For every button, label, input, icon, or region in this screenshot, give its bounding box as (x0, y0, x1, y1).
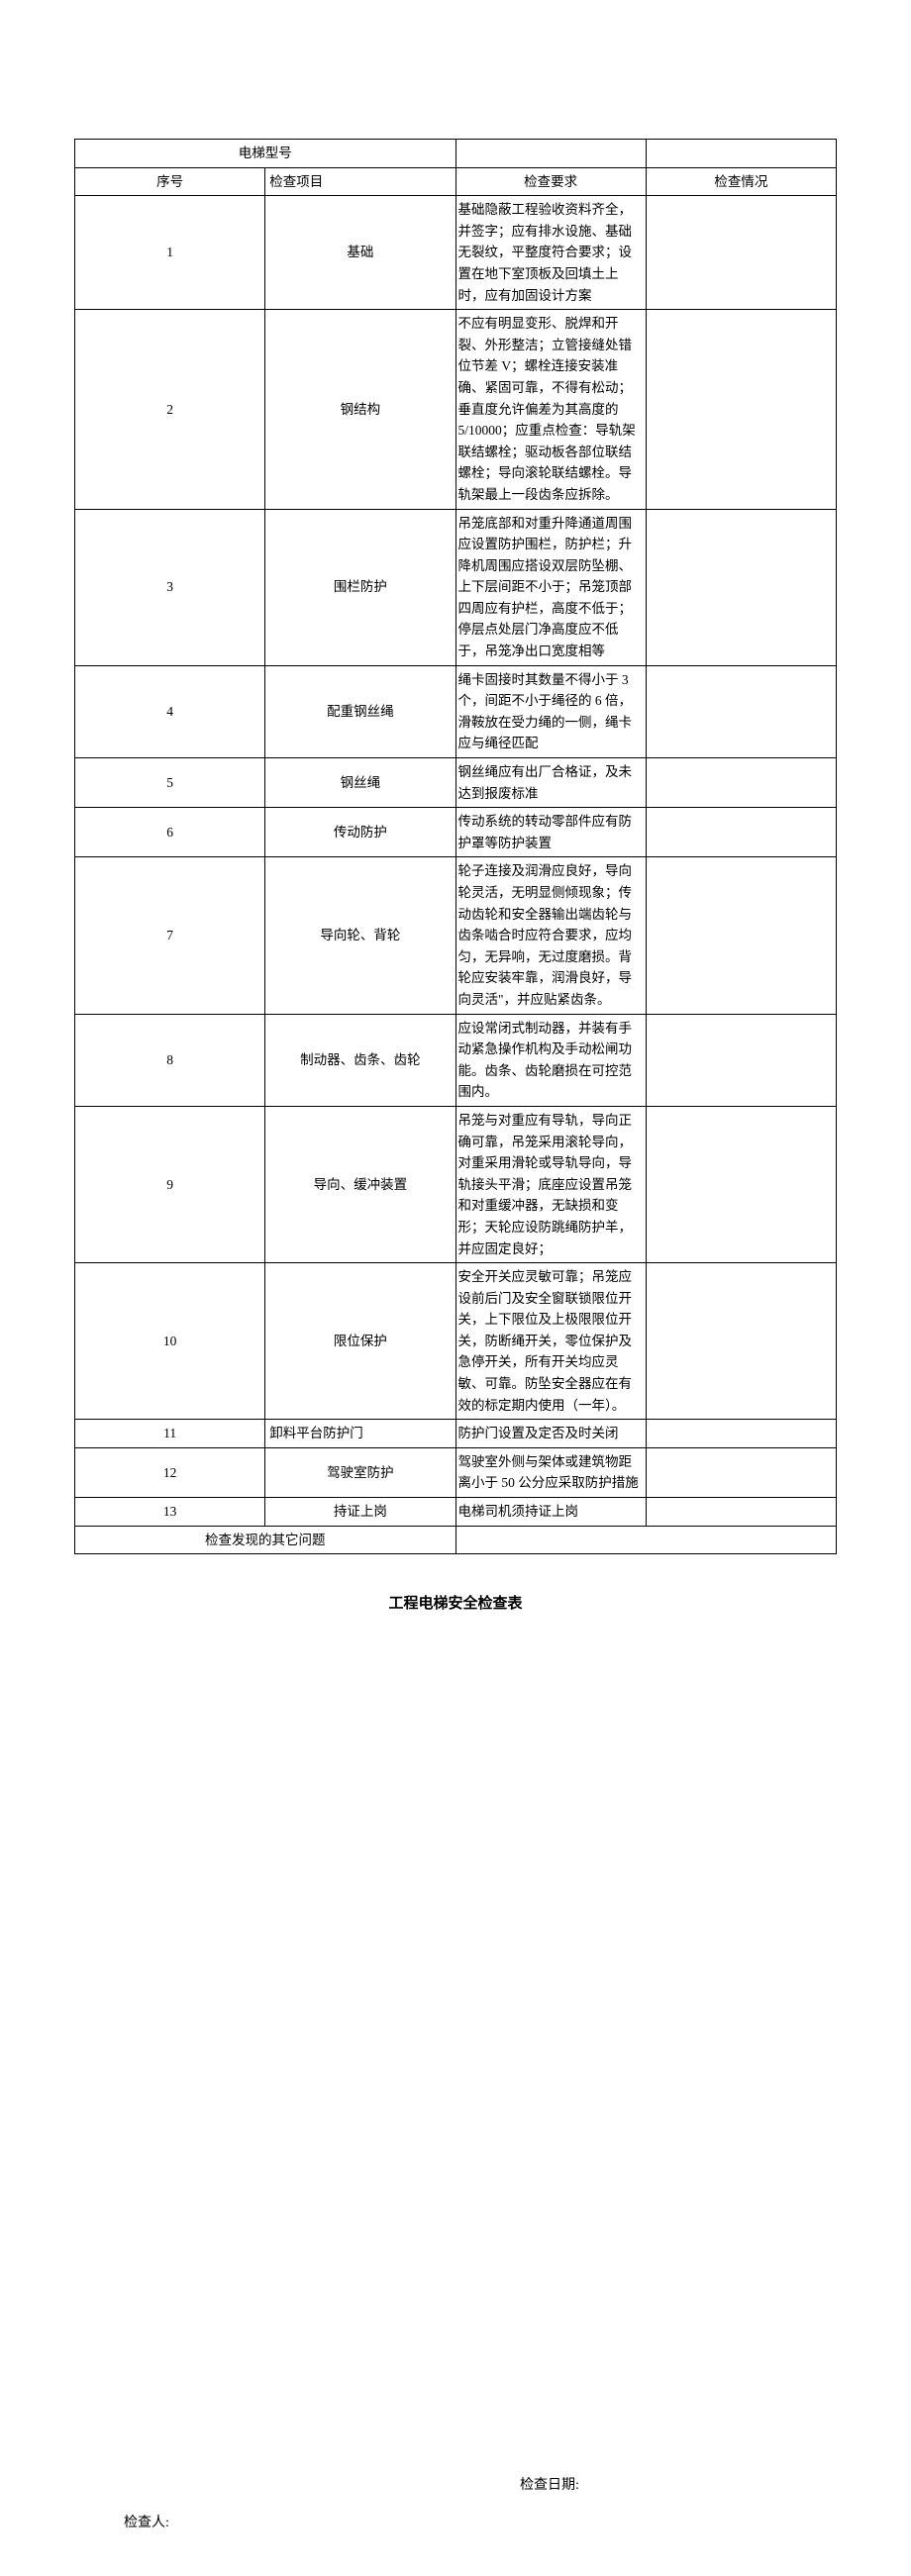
model-value (456, 140, 646, 168)
row-req: 驾驶室外侧与架体或建筑物距离小于 50 公分应采取防护措施 (456, 1447, 646, 1497)
row-num: 2 (75, 310, 265, 509)
row-num: 8 (75, 1014, 265, 1106)
signature-date-label: 检查日期: (124, 2474, 837, 2494)
model-row: 电梯型号 (75, 140, 837, 168)
row-item: 钢丝绳 (265, 758, 456, 808)
section-title: 工程电梯安全检查表 (74, 1592, 837, 1613)
row-num: 6 (75, 808, 265, 857)
row-num: 5 (75, 758, 265, 808)
row-req: 传动系统的转动零部件应有防护罩等防护装置 (456, 808, 646, 857)
signature-block: 检查日期: 检查人: (74, 2474, 837, 2531)
row-status (646, 196, 836, 310)
row-num: 1 (75, 196, 265, 310)
footer-row: 检查发现的其它问题 (75, 1526, 837, 1554)
row-num: 3 (75, 509, 265, 665)
row-item: 基础 (265, 196, 456, 310)
table-row: 8 制动器、齿条、齿轮 应设常闭式制动器，并装有手动紧急操作机构及手动松闸功能。… (75, 1014, 837, 1106)
row-req: 应设常闭式制动器，并装有手动紧急操作机构及手动松闸功能。齿条、齿轮磨损在可控范围… (456, 1014, 646, 1106)
row-num: 13 (75, 1498, 265, 1527)
table-row: 11 卸料平台防护门 防护门设置及定否及时关闭 (75, 1420, 837, 1448)
header-status: 检查情况 (646, 167, 836, 196)
row-status (646, 1263, 836, 1420)
row-status (646, 1106, 836, 1262)
row-status (646, 758, 836, 808)
model-label: 电梯型号 (75, 140, 456, 168)
row-req: 钢丝绳应有出厂合格证，及未达到报废标准 (456, 758, 646, 808)
row-status (646, 857, 836, 1014)
table-row: 13 持证上岗 电梯司机须持证上岗 (75, 1498, 837, 1527)
header-req: 检查要求 (456, 167, 646, 196)
header-row: 序号 检查项目 检查要求 检查情况 (75, 167, 837, 196)
row-req: 吊笼与对重应有导轨，导向正确可靠，吊笼采用滚轮导向，对重采用滑轮或导轨导向，导轨… (456, 1106, 646, 1262)
row-req: 安全开关应灵敏可靠；吊笼应设前后门及安全窗联锁限位开关，上下限位及上极限限位开关… (456, 1263, 646, 1420)
row-req: 吊笼底部和对重升降通道周围应设置防护围栏，防护栏；升降机周围应搭设双层防坠棚、上… (456, 509, 646, 665)
row-item: 制动器、齿条、齿轮 (265, 1014, 456, 1106)
row-item: 卸料平台防护门 (265, 1420, 456, 1448)
table-row: 7 导向轮、背轮 轮子连接及润滑应良好，导向轮灵活，无明显侧倾现象；传动齿轮和安… (75, 857, 837, 1014)
row-item: 传动防护 (265, 808, 456, 857)
row-req: 不应有明显变形、脱焊和开裂、外形整洁；立管接缝处错位节差 V；螺栓连接安装准确、… (456, 310, 646, 509)
row-item: 限位保护 (265, 1263, 456, 1420)
header-item: 检查项目 (265, 167, 456, 196)
row-req: 轮子连接及润滑应良好，导向轮灵活，无明显侧倾现象；传动齿轮和安全器输出端齿轮与齿… (456, 857, 646, 1014)
row-num: 11 (75, 1420, 265, 1448)
row-num: 9 (75, 1106, 265, 1262)
row-status (646, 1420, 836, 1448)
footer-label: 检查发现的其它问题 (75, 1526, 456, 1554)
row-status (646, 310, 836, 509)
row-req: 基础隐蔽工程验收资料齐全，并签字；应有排水设施、基础无裂纹，平整度符合要求；设置… (456, 196, 646, 310)
row-status (646, 808, 836, 857)
row-req: 防护门设置及定否及时关闭 (456, 1420, 646, 1448)
table-row: 12 驾驶室防护 驾驶室外侧与架体或建筑物距离小于 50 公分应采取防护措施 (75, 1447, 837, 1497)
row-item: 驾驶室防护 (265, 1447, 456, 1497)
header-num: 序号 (75, 167, 265, 196)
row-item: 钢结构 (265, 310, 456, 509)
table-row: 9 导向、缓冲装置 吊笼与对重应有导轨，导向正确可靠，吊笼采用滚轮导向，对重采用… (75, 1106, 837, 1262)
row-status (646, 509, 836, 665)
row-item: 围栏防护 (265, 509, 456, 665)
row-item: 配重钢丝绳 (265, 665, 456, 757)
row-status (646, 665, 836, 757)
row-num: 12 (75, 1447, 265, 1497)
row-item: 导向、缓冲装置 (265, 1106, 456, 1262)
table-row: 6 传动防护 传动系统的转动零部件应有防护罩等防护装置 (75, 808, 837, 857)
table-row: 10 限位保护 安全开关应灵敏可靠；吊笼应设前后门及安全窗联锁限位开关，上下限位… (75, 1263, 837, 1420)
row-req: 绳卡固接时其数量不得小于 3 个，间距不小于绳径的 6 倍，滑鞍放在受力绳的一侧… (456, 665, 646, 757)
signature-inspector-label: 检查人: (124, 2512, 837, 2531)
row-status (646, 1498, 836, 1527)
table-row: 4 配重钢丝绳 绳卡固接时其数量不得小于 3 个，间距不小于绳径的 6 倍，滑鞍… (75, 665, 837, 757)
row-status (646, 1014, 836, 1106)
table-row: 2 钢结构 不应有明显变形、脱焊和开裂、外形整洁；立管接缝处错位节差 V；螺栓连… (75, 310, 837, 509)
row-req: 电梯司机须持证上岗 (456, 1498, 646, 1527)
row-num: 10 (75, 1263, 265, 1420)
table-row: 1 基础 基础隐蔽工程验收资料齐全，并签字；应有排水设施、基础无裂纹，平整度符合… (75, 196, 837, 310)
model-status (646, 140, 836, 168)
row-status (646, 1447, 836, 1497)
row-num: 4 (75, 665, 265, 757)
row-num: 7 (75, 857, 265, 1014)
footer-value (456, 1526, 837, 1554)
row-item: 导向轮、背轮 (265, 857, 456, 1014)
table-row: 5 钢丝绳 钢丝绳应有出厂合格证，及未达到报废标准 (75, 758, 837, 808)
row-item: 持证上岗 (265, 1498, 456, 1527)
inspection-table: 电梯型号 序号 检查项目 检查要求 检查情况 1 基础 基础隐蔽工程验收资料齐全… (74, 139, 837, 1554)
table-row: 3 围栏防护 吊笼底部和对重升降通道周围应设置防护围栏，防护栏；升降机周围应搭设… (75, 509, 837, 665)
